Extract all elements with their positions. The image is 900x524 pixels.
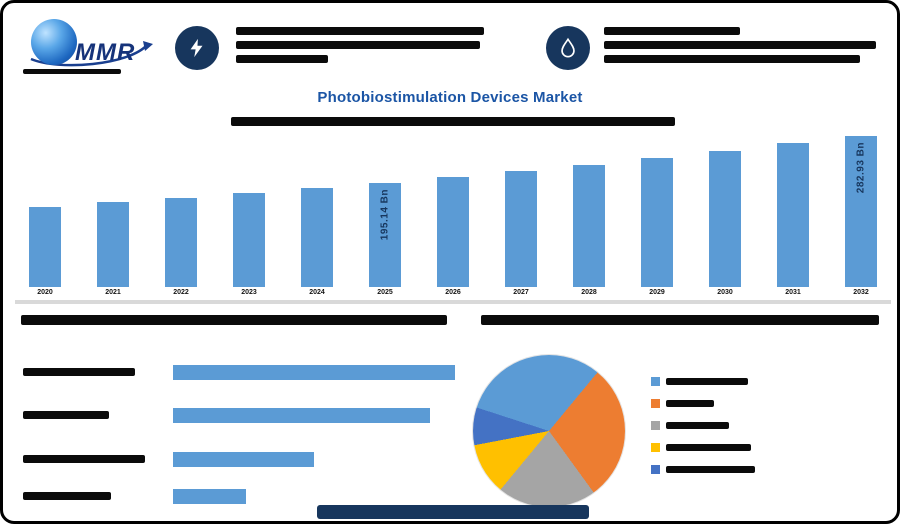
segment-value-bar: [173, 365, 455, 380]
revenue-bar: [301, 188, 333, 287]
legend-label-redacted: [666, 444, 751, 451]
stat2-text-line-redacted: [604, 41, 876, 49]
legend-swatch: [651, 443, 660, 452]
year-label: 2030: [717, 289, 733, 296]
pie-legend: [651, 377, 821, 492]
chart-title: Photobiostimulation Devices Market: [317, 89, 583, 106]
brand-tagline-redacted: [23, 69, 121, 74]
section-heading-right-redacted: [481, 315, 879, 325]
legend-label-redacted: [666, 400, 714, 407]
legend-item: [651, 421, 821, 431]
revenue-bar: 195.14 Bn: [369, 183, 401, 287]
legend-label-redacted: [666, 466, 755, 473]
revenue-bar: 282.93 Bn: [845, 136, 877, 287]
segment-row: [23, 408, 478, 424]
segment-label-redacted: [23, 492, 111, 500]
legend-item: [651, 443, 821, 453]
year-label: 2021: [105, 289, 121, 296]
year-label: 2022: [173, 289, 189, 296]
bar-value-label: 195.14 Bn: [379, 189, 391, 241]
legend-item: [651, 399, 821, 409]
segment-row: [23, 489, 478, 505]
year-label: 2029: [649, 289, 665, 296]
stat1-text-line-redacted: [236, 55, 328, 63]
year-label: 2032: [853, 289, 869, 296]
segment-value-bar: [173, 452, 314, 467]
stat2-text-line-redacted: [604, 27, 740, 35]
bar-value-label: 282.93 Bn: [855, 142, 867, 194]
year-axis: 2020 2021 2022 2023 2024 2025 2026 2027 2028 2029…: [29, 289, 877, 296]
segment-row: [23, 365, 478, 381]
globe-icon: [31, 19, 77, 65]
legend-swatch: [651, 377, 660, 386]
segment-label-redacted: [23, 368, 135, 376]
legend-item: [651, 465, 821, 475]
region-pie-chart: [473, 355, 625, 507]
year-label: 2031: [785, 289, 801, 296]
logo-swoosh: [30, 41, 153, 67]
stat2-text-line-redacted: [604, 55, 860, 63]
legend-swatch: [651, 465, 660, 474]
legend-label-redacted: [666, 422, 729, 429]
footer-link-redacted: [317, 505, 589, 519]
year-label: 2025: [377, 289, 393, 296]
year-label: 2026: [445, 289, 461, 296]
revenue-bar: [777, 143, 809, 287]
stat-icon-circle-value: [175, 26, 219, 70]
legend-item: [651, 377, 821, 387]
year-label: 2027: [513, 289, 529, 296]
revenue-bar: [709, 151, 741, 287]
year-label: 2023: [241, 289, 257, 296]
horizontal-divider: [15, 300, 891, 304]
revenue-bar: [641, 158, 673, 287]
segment-row: [23, 452, 478, 468]
segment-bars: [23, 361, 478, 519]
revenue-bar: [437, 177, 469, 287]
revenue-bar: [29, 207, 61, 287]
legend-label-redacted: [666, 378, 748, 385]
revenue-bar: [233, 193, 265, 287]
legend-swatch: [651, 421, 660, 430]
revenue-bar: [97, 202, 129, 287]
year-label: 2020: [37, 289, 53, 296]
year-label: 2028: [581, 289, 597, 296]
segment-label-redacted: [23, 411, 109, 419]
segment-label-redacted: [23, 455, 145, 463]
stat-icon-circle-growth: [546, 26, 590, 70]
year-label: 2024: [309, 289, 325, 296]
brand-name: MMR: [75, 39, 136, 66]
chart-subtitle-redacted: [231, 117, 675, 126]
legend-swatch: [651, 399, 660, 408]
segment-value-bar: [173, 408, 430, 423]
revenue-bar: [165, 198, 197, 287]
revenue-bar: [505, 171, 537, 287]
revenue-bar-chart: 195.14 Bn 282.93 Bn: [29, 135, 877, 287]
stat1-text-line-redacted: [236, 41, 480, 49]
lightning-icon: [190, 38, 203, 58]
segment-value-bar: [173, 489, 246, 504]
revenue-bar: [573, 165, 605, 287]
drop-icon: [561, 37, 575, 58]
stat1-text-line-redacted: [236, 27, 484, 35]
section-heading-left-redacted: [21, 315, 447, 325]
